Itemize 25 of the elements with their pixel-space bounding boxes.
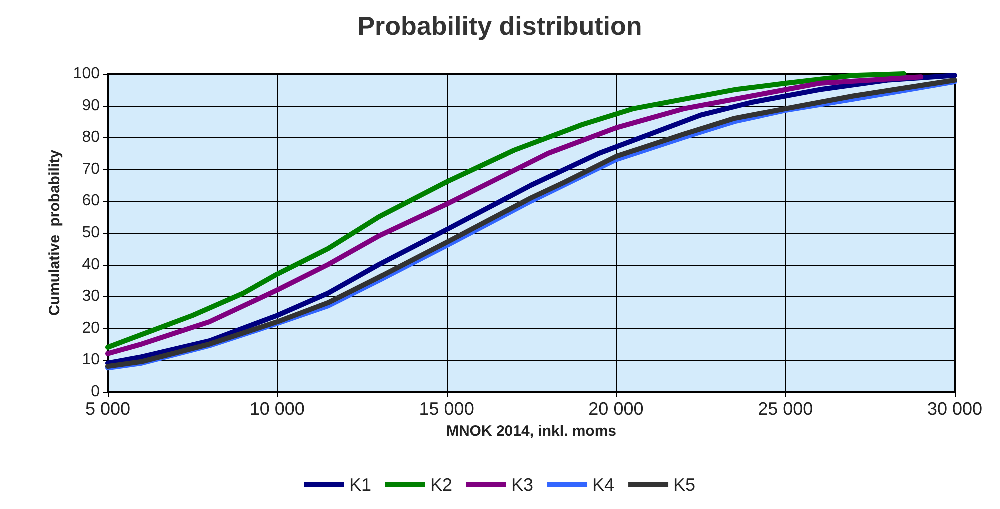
x-tick-label: 15 000 — [419, 399, 474, 419]
y-tick-label: 30 — [82, 288, 100, 306]
x-tick-label: 25 000 — [758, 399, 814, 419]
x-tick-label: 30 000 — [927, 399, 983, 419]
y-tick-label: 80 — [82, 129, 100, 146]
y-tick-label: 40 — [82, 256, 100, 274]
y-tick-label: 50 — [82, 224, 100, 242]
x-axis-title: MNOK 2014, inkl. moms — [446, 423, 617, 440]
legend-label: K2 — [430, 475, 453, 495]
y-tick-label: 20 — [82, 320, 100, 337]
y-tick-label: 0 — [91, 384, 100, 400]
legend-label: K3 — [511, 475, 534, 495]
legend-label: K4 — [592, 475, 615, 495]
y-tick-label: 60 — [82, 192, 100, 210]
y-tick-label: 10 — [82, 352, 100, 369]
x-tick-label: 10 000 — [250, 399, 305, 419]
y-tick-label: 90 — [82, 97, 100, 114]
legend-label: K5 — [674, 475, 696, 495]
y-axis-title: Cumulative probability — [46, 149, 64, 316]
x-tick-label: 5 000 — [85, 399, 131, 419]
y-tick-label: 100 — [73, 66, 100, 82]
x-tick-label: 20 000 — [588, 399, 644, 419]
y-tick-label: 70 — [82, 160, 100, 178]
legend-label: K1 — [349, 475, 372, 495]
chart-title: Probability distribution — [358, 11, 642, 41]
